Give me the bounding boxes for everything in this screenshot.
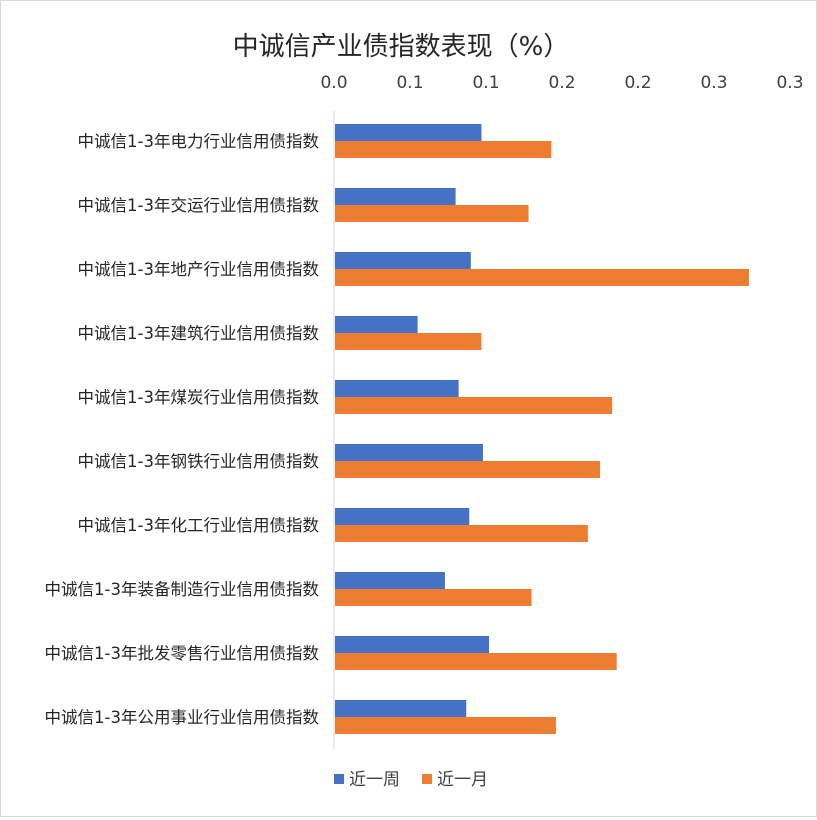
bar-week (335, 380, 459, 397)
category-label: 中诚信1-3年化工行业信用债指数 (78, 516, 320, 535)
bar-week (335, 700, 467, 717)
legend-label: 近一周 (349, 770, 400, 790)
category-label: 中诚信1-3年钢铁行业信用债指数 (78, 452, 320, 471)
x-tick-label: 0.2 (548, 73, 575, 93)
category-label: 中诚信1-3年煤炭行业信用债指数 (78, 388, 320, 407)
category-label: 中诚信1-3年地产行业信用债指数 (78, 260, 320, 279)
bar-week (335, 636, 490, 653)
category-label: 中诚信1-3年批发零售行业信用债指数 (45, 644, 320, 663)
x-tick-label: 0.0 (320, 73, 347, 93)
bar-week (335, 572, 445, 589)
legend-swatch (422, 774, 432, 784)
chart-title: 中诚信产业债指数表现（%） (233, 32, 570, 62)
bar-month (335, 141, 552, 158)
bar-month (335, 653, 617, 670)
category-label: 中诚信1-3年电力行业信用债指数 (78, 132, 320, 151)
category-label: 中诚信1-3年建筑行业信用债指数 (78, 324, 320, 343)
bars (335, 124, 749, 734)
bar-month (335, 461, 600, 478)
legend: 近一周 近一月 (334, 770, 488, 790)
bar-month (335, 333, 482, 350)
legend-swatch (334, 774, 344, 784)
category-labels: 中诚信1-3年电力行业信用债指数中诚信1-3年交运行业信用债指数中诚信1-3年地… (45, 132, 320, 727)
bar-month (335, 269, 749, 286)
x-tick-label: 0.1 (472, 73, 499, 93)
bar-week (335, 188, 456, 205)
category-label: 中诚信1-3年装备制造行业信用债指数 (45, 580, 320, 599)
bar-month (335, 717, 556, 734)
bar-month (335, 205, 529, 222)
bar-month (335, 525, 588, 542)
x-axis-ticks: 0.0 0.1 0.1 0.2 0.2 0.3 0.3 (320, 73, 803, 93)
x-tick-label: 0.3 (776, 73, 803, 93)
x-tick-label: 0.2 (624, 73, 651, 93)
category-label: 中诚信1-3年公用事业行业信用债指数 (45, 708, 320, 727)
bar-week (335, 252, 471, 269)
x-tick-label: 0.1 (396, 73, 423, 93)
bar-week (335, 124, 482, 141)
bar-month (335, 397, 613, 414)
bar-month (335, 589, 532, 606)
bar-week (335, 316, 418, 333)
x-tick-label: 0.3 (700, 73, 727, 93)
category-label: 中诚信1-3年交运行业信用债指数 (78, 196, 320, 215)
bar-week (335, 508, 470, 525)
bar-week (335, 444, 483, 461)
legend-label: 近一月 (437, 770, 488, 790)
